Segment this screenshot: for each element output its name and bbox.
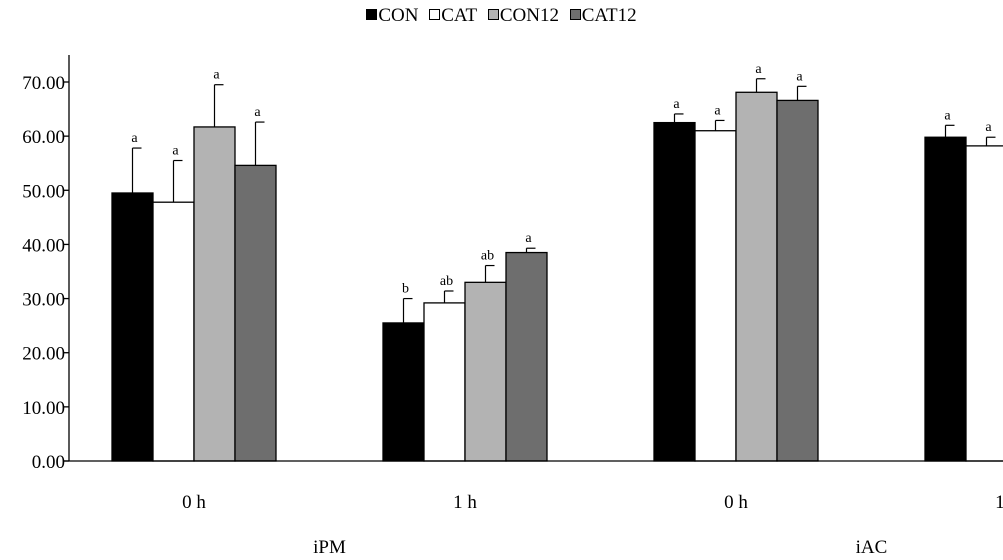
bar-con12 xyxy=(735,91,778,462)
bar-con12 xyxy=(464,281,507,462)
bar-cat xyxy=(965,145,1003,462)
legend-swatch-cat xyxy=(429,9,441,20)
legend-label-cat12: CAT12 xyxy=(581,5,637,26)
x-tick-label: 0 h xyxy=(182,492,206,513)
significance-label: a xyxy=(254,105,261,120)
legend-label-con12: CON12 xyxy=(499,5,559,26)
y-tick-label: 50.00 xyxy=(22,181,65,202)
bar-con12 xyxy=(193,126,236,462)
significance-label: a xyxy=(131,131,138,146)
bar-cat12 xyxy=(234,164,277,462)
legend-swatch-cat12 xyxy=(569,9,581,20)
group-label: iAC xyxy=(856,537,888,558)
y-tick-label: 30.00 xyxy=(22,290,65,311)
legend-swatch-con xyxy=(366,9,378,20)
legend-item-cat12: CAT12 xyxy=(569,5,637,27)
significance-label: ab xyxy=(481,249,494,264)
bar-cat xyxy=(694,130,737,462)
y-tick-label: 60.00 xyxy=(22,127,65,148)
legend-label-con: CON xyxy=(378,5,419,26)
legend-item-con: CON xyxy=(366,5,418,27)
significance-label: a xyxy=(673,97,680,112)
bar-con xyxy=(111,192,154,462)
significance-label: a xyxy=(755,62,762,77)
significance-label: b xyxy=(402,282,409,297)
y-tick-label: 10.00 xyxy=(22,398,65,419)
significance-label: a xyxy=(985,120,992,135)
legend-item-con12: CON12 xyxy=(487,5,559,27)
y-tick-label: 40.00 xyxy=(22,235,65,256)
significance-label: a xyxy=(796,69,803,84)
significance-label: a xyxy=(944,108,951,123)
legend-swatch-con12 xyxy=(487,9,499,20)
x-tick-label: 0 h xyxy=(724,492,748,513)
legend-item-cat: CAT xyxy=(429,5,477,27)
y-tick-label: 70.00 xyxy=(22,73,65,94)
bar-cat xyxy=(423,302,466,462)
significance-label: a xyxy=(213,68,220,83)
bar-con xyxy=(382,322,425,462)
group-label: iPM xyxy=(313,537,346,558)
legend-label-cat: CAT xyxy=(441,5,478,26)
y-tick-label: 0.00 xyxy=(32,452,65,473)
x-tick-label: 1 h xyxy=(995,492,1003,513)
significance-label: a xyxy=(714,103,721,118)
bar-cat12 xyxy=(776,99,819,462)
significance-label: ab xyxy=(440,274,453,289)
bar-con xyxy=(653,121,696,462)
bar-cat12 xyxy=(505,251,548,462)
legend: CON CAT CON12 CAT12 xyxy=(0,5,1003,27)
significance-label: a xyxy=(172,144,179,159)
significance-label: a xyxy=(525,231,532,246)
bar-cat xyxy=(152,201,195,462)
bar-con xyxy=(924,136,967,462)
x-tick-label: 1 h xyxy=(453,492,477,513)
y-tick-label: 20.00 xyxy=(22,344,65,365)
